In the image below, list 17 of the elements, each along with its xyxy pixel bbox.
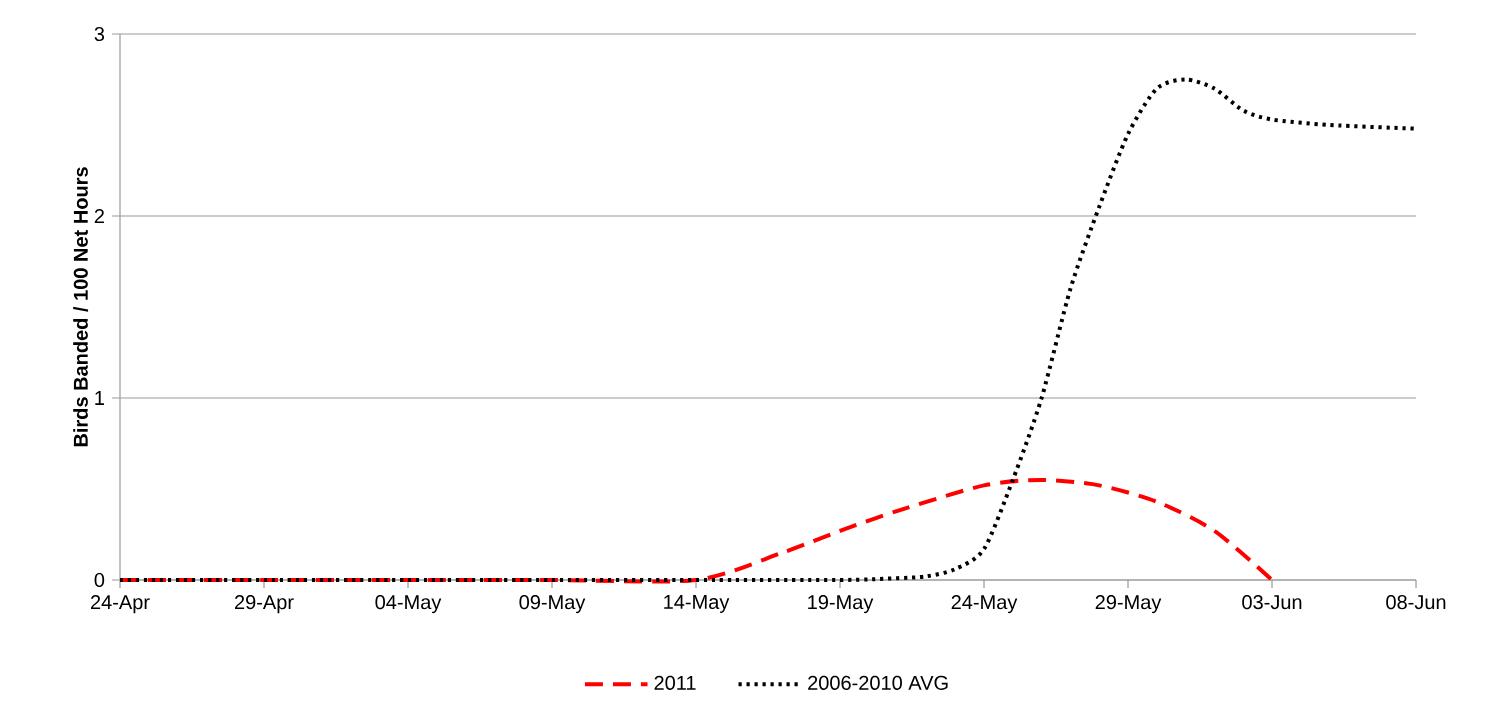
x-tick-label: 14-May bbox=[664, 595, 730, 613]
x-tick-label: 03-Jun bbox=[1242, 595, 1302, 610]
x-tick-label: 24-Apr bbox=[90, 595, 150, 614]
x-tick-label: 24-May bbox=[951, 595, 1018, 614]
y-tick-label: 3 bbox=[94, 26, 105, 42]
x-tick-label: 04-May bbox=[375, 595, 442, 614]
legend-label: 2006-2010 AVG bbox=[808, 675, 948, 690]
x-tick-label: 19-May bbox=[808, 595, 874, 614]
x-tick-label: 09-May bbox=[519, 595, 586, 614]
y-tick-label: 0 bbox=[94, 572, 105, 588]
y-axis-title: Birds Banded / 100 Net Hours bbox=[73, 167, 89, 447]
x-tick-label: 08-Jun bbox=[1386, 595, 1446, 610]
x-tick-label: 29-Apr bbox=[234, 595, 294, 614]
y-tick-label: 1 bbox=[95, 391, 104, 405]
legend-label: 2011 bbox=[654, 675, 696, 690]
y-tick-label: 2 bbox=[94, 209, 104, 223]
x-tick-label: 29-May bbox=[1095, 595, 1162, 614]
